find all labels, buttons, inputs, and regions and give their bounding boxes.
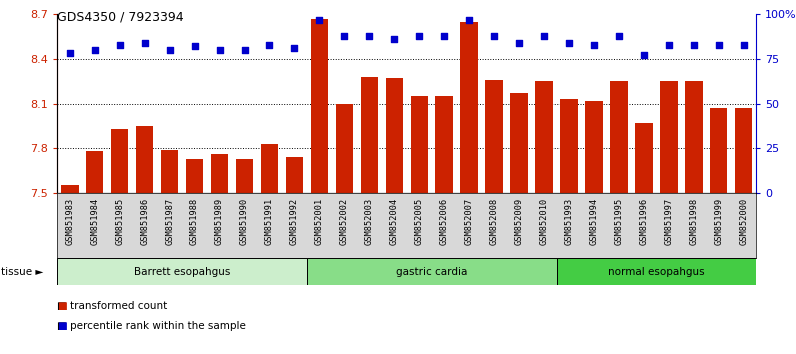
Point <box>163 47 176 53</box>
Point <box>563 40 576 46</box>
Text: Barrett esopahgus: Barrett esopahgus <box>134 267 230 277</box>
Text: GSM851983: GSM851983 <box>65 198 74 245</box>
Bar <box>57 258 307 285</box>
Bar <box>635 123 653 193</box>
Text: GSM851989: GSM851989 <box>215 198 224 245</box>
Text: GSM852007: GSM852007 <box>465 198 474 245</box>
Point <box>537 33 550 39</box>
Bar <box>411 96 428 193</box>
Point <box>213 47 226 53</box>
Bar <box>556 258 756 285</box>
Bar <box>535 81 552 193</box>
Point <box>513 40 525 46</box>
Text: GDS4350 / 7923394: GDS4350 / 7923394 <box>57 11 184 24</box>
Bar <box>261 144 279 193</box>
Text: GSM852006: GSM852006 <box>439 198 449 245</box>
Text: GSM852005: GSM852005 <box>415 198 423 245</box>
Text: GSM851999: GSM851999 <box>714 198 724 245</box>
Point <box>688 42 700 47</box>
Text: GSM852003: GSM852003 <box>365 198 374 245</box>
Text: GSM852000: GSM852000 <box>739 198 748 245</box>
Text: tissue ►: tissue ► <box>1 267 43 277</box>
Bar <box>361 77 378 193</box>
Text: GSM851995: GSM851995 <box>615 198 623 245</box>
Point <box>613 33 626 39</box>
Point <box>139 40 151 46</box>
Bar <box>710 108 728 193</box>
Point <box>712 42 725 47</box>
Text: GSM851992: GSM851992 <box>290 198 299 245</box>
Point <box>188 44 201 49</box>
Point <box>462 17 475 22</box>
Point <box>313 17 326 22</box>
Bar <box>161 150 178 193</box>
Point <box>638 52 650 58</box>
Bar <box>385 78 403 193</box>
Text: GSM852001: GSM852001 <box>315 198 324 245</box>
Point <box>388 36 400 42</box>
Text: GSM851987: GSM851987 <box>165 198 174 245</box>
Text: GSM852010: GSM852010 <box>540 198 548 245</box>
Bar <box>236 159 253 193</box>
Text: ■ percentile rank within the sample: ■ percentile rank within the sample <box>57 321 246 331</box>
Bar <box>660 81 677 193</box>
Bar <box>111 129 128 193</box>
Text: GSM851993: GSM851993 <box>564 198 573 245</box>
Point <box>263 42 276 47</box>
Text: GSM851994: GSM851994 <box>590 198 599 245</box>
Text: GSM851998: GSM851998 <box>689 198 698 245</box>
Point <box>587 42 600 47</box>
Bar <box>286 157 303 193</box>
Point <box>662 42 675 47</box>
Text: GSM851985: GSM851985 <box>115 198 124 245</box>
Text: GSM852002: GSM852002 <box>340 198 349 245</box>
Point <box>88 47 101 53</box>
Bar <box>307 258 556 285</box>
Bar <box>336 103 353 193</box>
Text: GSM851984: GSM851984 <box>90 198 100 245</box>
Point <box>737 42 750 47</box>
Point <box>438 33 451 39</box>
Text: ■ transformed count: ■ transformed count <box>57 301 168 311</box>
Text: GSM852009: GSM852009 <box>514 198 524 245</box>
Bar <box>86 151 103 193</box>
Bar <box>735 108 752 193</box>
Bar <box>185 159 203 193</box>
Bar <box>510 93 528 193</box>
Text: GSM851988: GSM851988 <box>190 198 199 245</box>
Text: GSM852008: GSM852008 <box>490 198 498 245</box>
Text: GSM851991: GSM851991 <box>265 198 274 245</box>
Text: normal esopahgus: normal esopahgus <box>608 267 704 277</box>
Bar <box>460 22 478 193</box>
Text: GSM851997: GSM851997 <box>665 198 673 245</box>
Bar <box>685 81 703 193</box>
Bar <box>61 185 79 193</box>
Text: GSM852004: GSM852004 <box>390 198 399 245</box>
Text: gastric cardia: gastric cardia <box>396 267 467 277</box>
Point <box>238 47 251 53</box>
Bar <box>585 101 603 193</box>
Text: GSM851996: GSM851996 <box>639 198 649 245</box>
Bar <box>136 126 154 193</box>
Point <box>488 33 501 39</box>
Bar <box>310 19 328 193</box>
Bar <box>560 99 578 193</box>
Point <box>413 33 426 39</box>
Bar <box>486 80 503 193</box>
Bar <box>435 96 453 193</box>
Text: ■: ■ <box>57 301 67 311</box>
Bar <box>611 81 628 193</box>
Text: GSM851990: GSM851990 <box>240 198 249 245</box>
Point <box>338 33 351 39</box>
Point <box>363 33 376 39</box>
Point <box>288 45 301 51</box>
Text: GSM851986: GSM851986 <box>140 198 149 245</box>
Bar <box>211 154 228 193</box>
Text: ■: ■ <box>57 321 67 331</box>
Point <box>64 51 76 56</box>
Point <box>113 42 126 47</box>
